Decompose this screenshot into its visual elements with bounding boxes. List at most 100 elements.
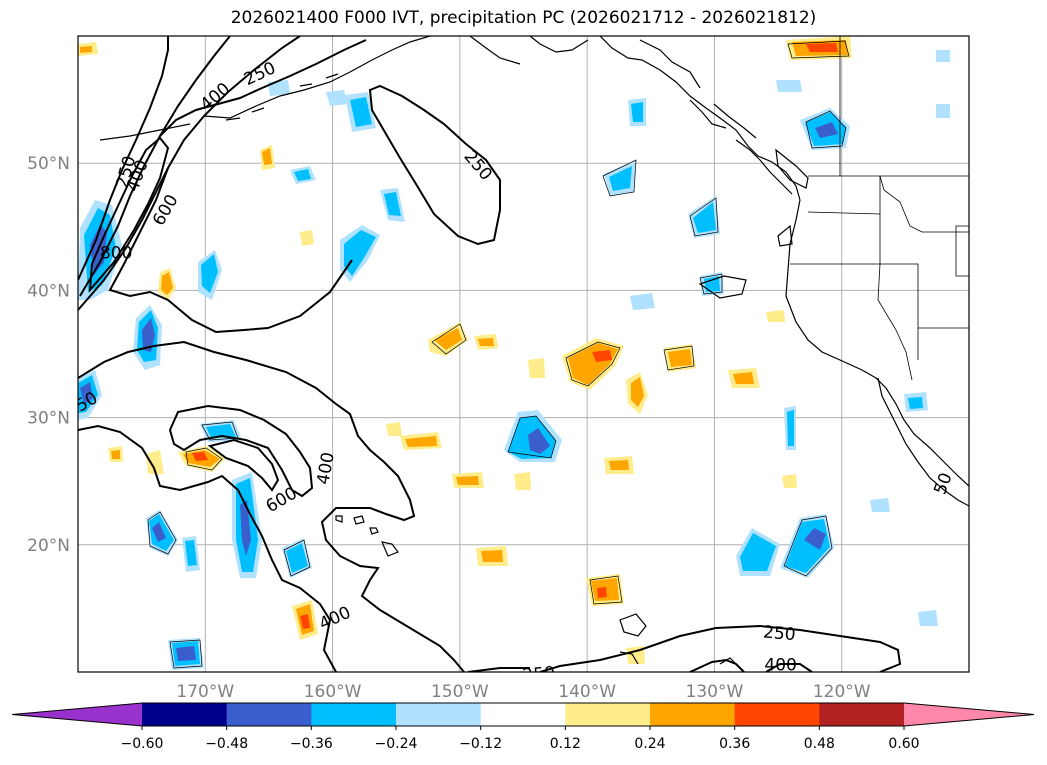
contour-label: 400: [764, 656, 796, 676]
colorbar-tick-label: −0.48: [205, 736, 248, 752]
state-borders: [790, 36, 969, 381]
lat-tick-label: 40°N: [27, 281, 70, 301]
lon-tick-label: 160°W: [304, 682, 362, 702]
precip-blob: [631, 102, 643, 122]
precip-blob: [597, 587, 607, 598]
colorbar-bin: [650, 703, 736, 726]
precip-blob: [918, 610, 938, 626]
precip-blob: [740, 533, 776, 571]
precip-blob: [240, 500, 251, 556]
colorbar-bin: [142, 703, 228, 726]
precip-blob: [936, 104, 950, 118]
precip-blob: [630, 293, 655, 310]
precip-blob: [782, 474, 797, 488]
precipitation-shading: [78, 36, 950, 670]
precip-blob: [268, 80, 290, 96]
precip-blob: [405, 436, 437, 447]
precip-blob: [668, 349, 692, 367]
precip-blob: [528, 358, 545, 378]
colorbar-bin: [480, 703, 566, 726]
colorbar-tick-label: 0.48: [804, 736, 835, 752]
colorbar-tick-labels: −0.60 −0.48 −0.36 −0.24 −0.12 0.12 0.24 0.36 0.4…: [121, 726, 920, 752]
lon-tick-label: 120°W: [813, 682, 871, 702]
precip-blob: [161, 272, 173, 295]
precip-blob: [478, 338, 494, 346]
colorbar-extend-min: [12, 703, 142, 726]
ivt-contours: [78, 36, 902, 672]
precip-blob: [806, 43, 838, 52]
contour-label: 250: [522, 663, 556, 686]
precip-blob: [300, 230, 314, 246]
precip-blob: [787, 410, 794, 446]
precip-blob: [704, 276, 720, 292]
precip-blob: [609, 166, 632, 191]
colorbar-tick-label: −0.36: [290, 736, 333, 752]
colorbar-bin: [734, 703, 820, 726]
precip-blob: [326, 90, 348, 106]
precip-blob: [201, 254, 218, 293]
precip-blob: [80, 46, 92, 53]
precip-blob: [815, 122, 838, 138]
lat-tick-label: 30°N: [27, 409, 70, 429]
precip-blob: [111, 450, 120, 459]
precip-blob: [185, 540, 197, 566]
colorbar-bin: [226, 703, 312, 726]
precip-blob: [693, 202, 716, 233]
contour-label: 800: [100, 244, 132, 264]
lat-tick-label: 50°N: [27, 154, 70, 174]
colorbar: [11, 702, 1035, 727]
lon-tick-label: 140°W: [558, 682, 616, 702]
longitude-labels: 170°W 160°W 150°W 140°W 130°W 120°W: [176, 682, 870, 702]
colorbar-tick-label: 0.24: [634, 736, 665, 752]
precip-blob: [804, 528, 826, 550]
precip-blob: [206, 424, 236, 438]
precip-blob: [146, 450, 164, 474]
precip-blob: [152, 522, 166, 542]
precip-blob: [434, 328, 462, 350]
colorbar-tick-label: 0.12: [550, 736, 581, 752]
precip-blob: [262, 148, 272, 165]
colorbar-bin: [565, 703, 651, 726]
colorbar-tick-label: −0.12: [459, 736, 502, 752]
precip-blob: [733, 372, 754, 384]
coastlines: [99, 36, 969, 669]
colorbar-bin: [396, 703, 482, 726]
precip-blob: [908, 397, 923, 409]
precip-blob: [870, 498, 890, 512]
precip-blob: [481, 550, 503, 562]
precip-blob: [386, 422, 402, 436]
precip-blob: [514, 472, 531, 490]
precip-blob: [176, 646, 196, 661]
colorbar-tick-label: −0.60: [121, 736, 164, 752]
precip-blob: [776, 80, 802, 92]
precip-blob: [384, 192, 401, 216]
precip-blob: [344, 230, 376, 276]
latitude-labels: 50°N 40°N 30°N 20°N: [27, 154, 70, 556]
precip-blob: [286, 543, 308, 573]
precip-blob: [300, 614, 310, 629]
colorbar-tick-label: 0.36: [719, 736, 750, 752]
precip-blob: [631, 377, 644, 407]
lat-tick-label: 20°N: [27, 536, 70, 556]
precip-blob: [592, 350, 612, 362]
precip-blob: [609, 460, 629, 470]
colorbar-bin: [311, 703, 397, 726]
precip-blob: [528, 428, 550, 454]
precip-outlines: [147, 40, 850, 669]
contour-label: 250: [762, 622, 796, 645]
colorbar-bin: [819, 703, 905, 726]
colorbar-tick-label: 0.60: [888, 736, 919, 752]
precip-blob: [142, 318, 155, 352]
colorbar-tick-label: −0.24: [375, 736, 418, 752]
precip-blob: [80, 382, 93, 405]
precip-blob: [766, 310, 785, 322]
map-frame: [77, 35, 970, 673]
precip-blob: [294, 169, 311, 181]
precip-blob: [936, 50, 950, 62]
lon-tick-label: 170°W: [176, 682, 234, 702]
precip-blob: [350, 97, 372, 127]
lon-tick-label: 130°W: [686, 682, 744, 702]
precip-blob: [456, 476, 479, 485]
precip-blob: [192, 452, 208, 461]
lon-tick-label: 150°W: [431, 682, 489, 702]
